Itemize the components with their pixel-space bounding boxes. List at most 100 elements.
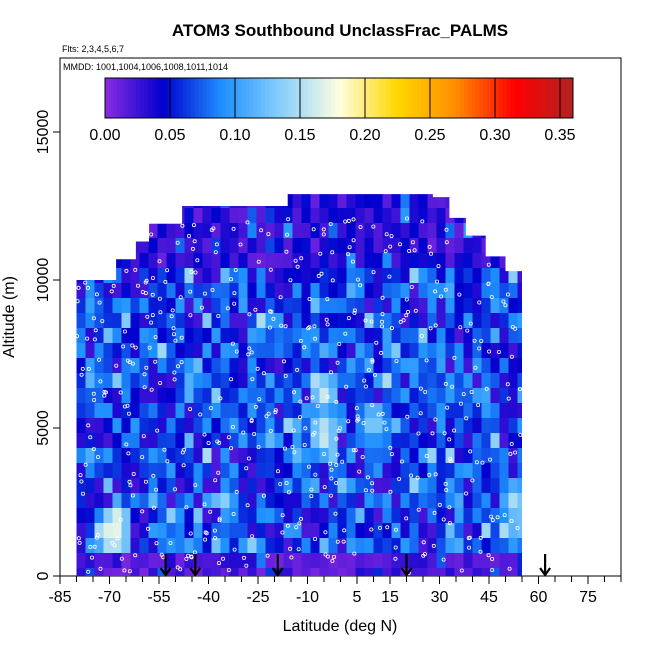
heat-cell xyxy=(148,223,159,239)
sample-point xyxy=(296,547,301,552)
heat-cell xyxy=(301,268,312,284)
sample-point xyxy=(229,277,234,282)
heat-cell xyxy=(158,163,168,179)
sample-point xyxy=(298,338,303,343)
heat-cell xyxy=(409,194,420,209)
heat-cell xyxy=(238,568,249,576)
sample-point xyxy=(502,513,507,518)
heat-cell xyxy=(320,163,330,179)
heat-cell xyxy=(76,403,87,419)
heat-cell xyxy=(382,418,393,434)
heat-cell xyxy=(499,358,510,374)
heat-cell xyxy=(103,298,114,314)
heat-cell xyxy=(508,418,519,434)
heat-cell xyxy=(319,343,330,359)
heat-cell xyxy=(229,403,240,419)
sample-point xyxy=(95,535,100,540)
heat-cell xyxy=(274,253,285,269)
heat-cell xyxy=(436,433,447,449)
heat-cell xyxy=(130,238,141,254)
heat-cell xyxy=(274,448,285,464)
heat-cell xyxy=(418,268,429,284)
sample-point xyxy=(253,404,258,409)
heat-cell xyxy=(130,403,141,419)
heat-cell xyxy=(481,493,492,509)
heat-cell xyxy=(175,373,186,389)
heat-cell xyxy=(274,328,285,344)
heat-cell xyxy=(454,568,465,576)
heat-cell xyxy=(499,568,510,576)
heat-cell xyxy=(517,268,522,284)
heat-cell xyxy=(427,328,438,344)
heat-cell xyxy=(256,208,267,224)
heat-cell xyxy=(184,298,195,314)
heat-cell xyxy=(94,358,105,374)
sample-point xyxy=(128,483,133,488)
sample-point xyxy=(323,530,328,535)
heat-cell xyxy=(148,313,159,329)
heat-cell xyxy=(86,73,96,89)
sample-point xyxy=(204,531,209,536)
sample-point xyxy=(376,412,381,417)
heat-cell xyxy=(121,298,132,314)
sample-point xyxy=(121,344,126,349)
heat-cell xyxy=(337,343,348,359)
heat-cell xyxy=(346,403,357,419)
heat-cell xyxy=(292,388,303,404)
heat-cell xyxy=(130,283,141,299)
sample-point xyxy=(487,349,492,354)
heat-cell xyxy=(427,553,438,569)
heat-cell xyxy=(347,178,357,194)
heat-cell xyxy=(346,358,357,374)
sample-point xyxy=(335,539,340,544)
heat-cell xyxy=(427,433,438,449)
heat-cell xyxy=(454,328,465,344)
sample-point xyxy=(179,335,184,340)
heat-cell xyxy=(454,283,465,299)
heat-cell xyxy=(454,463,465,479)
heat-cell xyxy=(157,523,168,539)
heat-cell xyxy=(454,493,465,509)
heat-cell xyxy=(193,373,204,389)
sample-point xyxy=(325,554,330,559)
colorbar-segment xyxy=(151,78,157,118)
sample-point xyxy=(98,379,103,384)
heat-cell xyxy=(292,418,303,434)
heat-cell xyxy=(140,163,150,179)
heat-cell xyxy=(293,58,303,74)
colorbar-segment xyxy=(257,78,262,118)
sample-point xyxy=(150,292,155,297)
heat-cell xyxy=(77,118,87,134)
sample-point xyxy=(303,426,308,431)
heat-cell xyxy=(113,148,123,164)
heat-cell xyxy=(400,463,411,479)
sample-point xyxy=(162,447,167,452)
colorbar-segment xyxy=(385,78,391,118)
heat-cell xyxy=(310,568,321,576)
heat-cell xyxy=(139,388,150,404)
heat-cell xyxy=(499,208,510,224)
sample-point xyxy=(267,325,272,330)
heat-cell xyxy=(229,553,240,569)
heat-cell xyxy=(292,358,303,374)
sample-point xyxy=(172,487,177,492)
heat-cell xyxy=(445,253,456,269)
colorbar-segment xyxy=(179,78,184,118)
heat-cell xyxy=(256,568,267,576)
colorbar-segment xyxy=(116,78,122,118)
heat-cell xyxy=(184,433,195,449)
sample-point xyxy=(397,242,402,247)
sample-point xyxy=(369,527,374,532)
sample-point xyxy=(478,535,483,540)
colorbar-segment xyxy=(358,78,363,118)
sample-point xyxy=(259,228,264,233)
heat-cell xyxy=(500,163,510,179)
colorbar-segment xyxy=(342,78,348,118)
sample-point xyxy=(76,334,80,339)
heat-cell xyxy=(248,178,258,194)
sample-point xyxy=(211,226,216,231)
heat-cell xyxy=(481,418,492,434)
heat-cell xyxy=(86,163,96,179)
heat-cell xyxy=(112,403,123,419)
colorbar-tick-label: 0.10 xyxy=(219,127,250,144)
